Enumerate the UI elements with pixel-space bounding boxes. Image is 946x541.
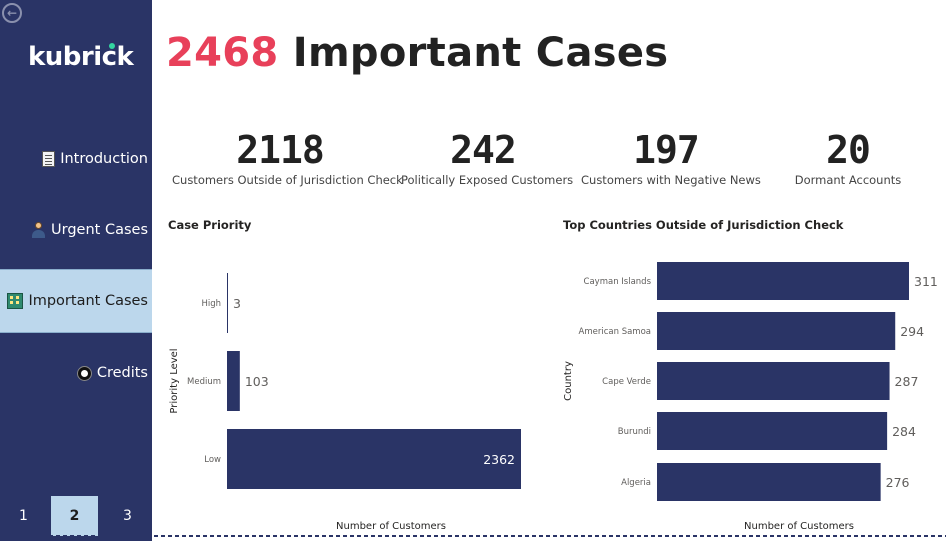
data-label: 103 [245,374,269,389]
page-tab-3[interactable]: 3 [123,508,132,524]
bar [227,273,228,333]
nav-label: Introduction [60,151,148,167]
title-count: 2468 [166,30,279,76]
sidebar: ← kubrick Introduction Urgent Cases Impo… [0,0,152,541]
kubrick-logo: kubrick [28,42,134,72]
nav-important-cases[interactable]: Important Cases [0,269,152,333]
kpi-jurisdiction: 2118 Customers Outside of Jurisdiction C… [172,128,403,187]
case-priority-chart: High 3 Medium 103 Low 2362 Number of Customers… [169,273,521,532]
y-axis-label: Country [563,361,574,401]
bar [657,362,890,400]
billiard-ball-icon [76,365,92,381]
kpi-value: 197 [633,128,700,172]
bar [227,351,240,411]
category-label: Medium [187,377,221,387]
category-label: Cape Verde [602,377,651,387]
top-countries-title: Top Countries Outside of Jurisdiction Ch… [563,218,844,232]
bar [227,429,521,489]
kpi-label: Politically Exposed Customers [401,173,574,187]
person-icon [31,222,46,238]
kpi-value: 2118 [236,128,325,172]
data-label: 2362 [483,452,515,467]
nav-credits[interactable]: Credits [0,342,152,404]
category-label: Cayman Islands [584,277,652,287]
data-label: 3 [233,296,241,311]
logo-text: kubrick [28,42,134,72]
kpi-dormant: 20 Dormant Accounts [790,128,906,187]
bar [657,262,909,300]
kpi-negative-news: 197 Customers with Negative News [581,128,761,187]
data-label: 294 [900,324,924,339]
nav-label: Credits [96,365,148,381]
bar [657,312,896,350]
data-label: 287 [895,374,919,389]
page-tab-1[interactable]: 1 [19,508,28,524]
kpi-label: Customers Outside of Jurisdiction Check [172,173,403,187]
bar [657,412,888,450]
category-label: Burundi [618,427,651,437]
document-icon [42,151,56,167]
category-label: Algeria [621,478,651,488]
back-arrow-icon[interactable]: ← [2,3,22,23]
category-label: Low [204,455,221,465]
category-label: American Samoa [579,327,651,337]
nav-urgent-cases[interactable]: Urgent Cases [0,199,152,261]
bottom-border [0,535,946,537]
data-label: 284 [892,424,916,439]
page-tab-2[interactable]: 2 [51,496,98,536]
x-axis-label: Number of Customers [744,521,854,532]
data-label: 276 [886,475,910,490]
x-axis-label: Number of Customers [336,521,446,532]
nav-label: Urgent Cases [51,222,148,238]
logo-dot [109,43,115,49]
title-text: Important Cases [292,30,669,76]
building-icon [7,293,24,309]
bar [657,463,881,501]
category-label: High [201,299,221,309]
data-label: 311 [914,274,938,289]
kpi-label: Customers with Negative News [581,173,761,187]
top-countries-chart: Cayman Islands 311 American Samoa 294 Cape V… [563,262,938,532]
kpi-value: 20 [826,128,871,172]
case-priority-title: Case Priority [168,218,252,232]
y-axis-label: Priority Level [169,348,180,413]
kpi-politically-exposed: 242 Politically Exposed Customers [401,128,574,187]
kpi-label: Dormant Accounts [794,173,902,187]
nav-label: Important Cases [28,293,148,309]
kpi-value: 242 [450,128,517,172]
nav-introduction[interactable]: Introduction [0,128,152,190]
page-title: 2468 Important Cases [166,30,668,76]
